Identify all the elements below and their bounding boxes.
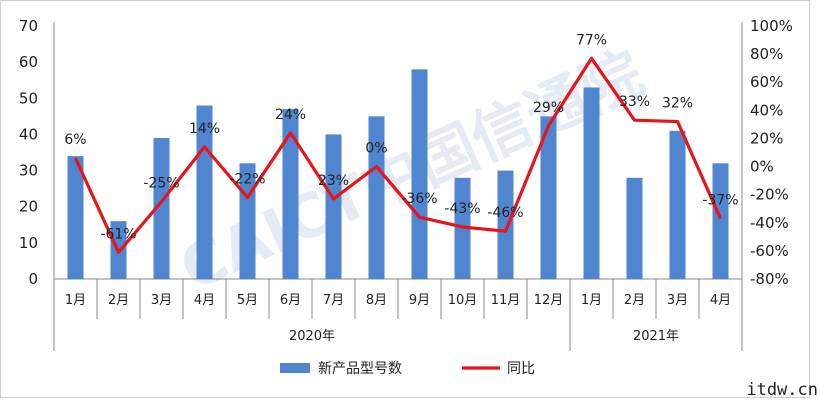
line-data-label: 77% <box>576 32 607 48</box>
line-data-label: 24% <box>275 107 306 123</box>
x-category-label: 4月 <box>194 293 215 308</box>
y-right-tick-label: -60% <box>750 242 789 260</box>
line-data-label: -36% <box>401 191 437 207</box>
x-category-label: 4月 <box>710 293 731 308</box>
y-left-tick-label: 20 <box>19 198 38 216</box>
y-left-tick-label: 60 <box>19 53 38 71</box>
bar <box>282 109 299 279</box>
year-group-label: 2020年 <box>289 329 335 344</box>
legend-swatch-bars <box>280 363 310 373</box>
line-data-label: 0% <box>365 141 387 157</box>
line-data-label: 33% <box>619 94 650 110</box>
line-data-label: 32% <box>662 96 693 112</box>
x-category-label: 2月 <box>624 293 645 308</box>
bar <box>325 134 342 279</box>
line-data-label: -43% <box>444 201 480 217</box>
x-category-label: 11月 <box>491 293 521 308</box>
x-category-label: 10月 <box>448 293 478 308</box>
y-right-tick-label: 60% <box>750 73 783 91</box>
y-right-tick-label: 20% <box>750 129 783 147</box>
x-category-label: 5月 <box>237 293 258 308</box>
x-category-label: 2月 <box>108 293 129 308</box>
y-right-tick-label: -80% <box>750 270 789 288</box>
bar <box>583 87 600 279</box>
bar <box>540 116 557 279</box>
y-right-tick-label: 0% <box>750 158 774 176</box>
y-right-tick-label: 40% <box>750 101 783 119</box>
y-right-tick-label: 100% <box>750 17 793 35</box>
line-data-label: 6% <box>64 132 86 148</box>
line-data-label: -61% <box>100 226 136 242</box>
x-category-label: 1月 <box>581 293 602 308</box>
x-category-label: 7月 <box>323 293 344 308</box>
y-left-tick-label: 0 <box>28 270 38 288</box>
bar <box>67 156 84 279</box>
yoy-line <box>74 56 722 254</box>
y-left-tick-label: 10 <box>19 234 38 252</box>
bar <box>497 170 514 279</box>
year-group-label: 2021年 <box>633 329 679 344</box>
y-left-tick-label: 30 <box>19 162 38 180</box>
x-category-label: 8月 <box>366 293 387 308</box>
bar <box>153 138 170 279</box>
x-category-label: 6月 <box>280 293 301 308</box>
line-data-label: -46% <box>487 205 523 221</box>
y-right-tick-label: 80% <box>750 45 783 63</box>
line-data-label: 23% <box>318 173 349 189</box>
line-data-label: 29% <box>533 100 564 116</box>
bar <box>411 69 428 279</box>
y-right-tick-label: -40% <box>750 214 789 232</box>
x-category-label: 1月 <box>65 293 86 308</box>
x-category-label: 12月 <box>534 293 564 308</box>
source-watermark: itdw.cn <box>746 380 818 400</box>
x-category-label: 3月 <box>151 293 172 308</box>
bar <box>626 177 643 279</box>
bar <box>196 105 213 279</box>
legend-label-bars: 新产品型号数 <box>318 361 402 377</box>
y-left-tick-label: 70 <box>19 17 38 35</box>
y-left-tick-label: 40 <box>19 125 38 143</box>
y-right-tick-label: -20% <box>750 186 789 204</box>
line-data-label: -37% <box>702 193 738 209</box>
x-category-label: 3月 <box>667 293 688 308</box>
bar <box>712 163 729 279</box>
bar <box>669 130 686 279</box>
x-category-label: 9月 <box>409 293 430 308</box>
line-data-label: 14% <box>189 121 220 137</box>
line-data-label: -22% <box>229 171 265 187</box>
legend-label-line: 同比 <box>507 361 535 377</box>
bar <box>368 116 385 279</box>
line-data-label: -25% <box>143 176 179 192</box>
y-left-tick-label: 50 <box>19 89 38 107</box>
